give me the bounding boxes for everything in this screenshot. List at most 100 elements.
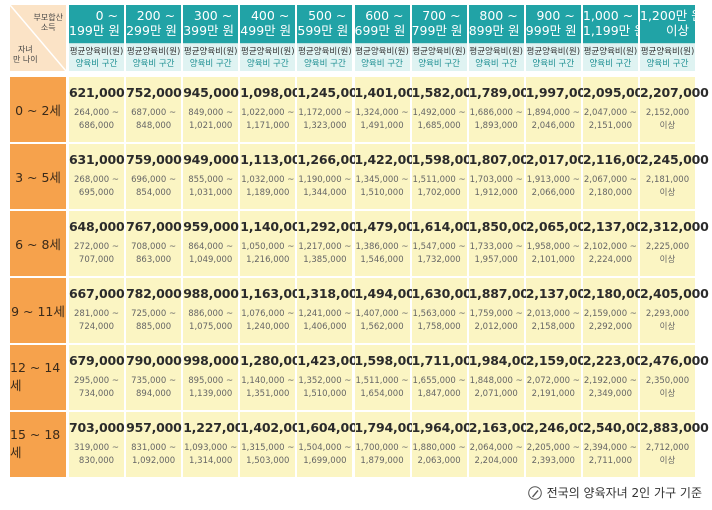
table-cell: 1,479,000 1,386,000 ~ 1,546,000 [354,211,423,276]
average-cost-value: 1,245,000 [297,85,366,100]
table-cell: 1,711,000 1,655,000 ~ 1,847,000 [411,345,480,410]
average-cost-label: 평균양육비(원) [183,47,238,57]
range-label: 양육비 구간 [589,59,632,69]
column-subheader-4: 평균양육비(원) 양육비 구간 [297,43,353,71]
table-cell: 648,000 272,000 ~ 707,000 [69,211,125,276]
table-cell: 679,000 295,000 ~ 734,000 [69,345,125,410]
table-cell: 1,227,000 1,093,000 ~ 1,314,000 [183,412,252,477]
table-cell: 1,807,000 1,703,000 ~ 1,912,000 [468,144,538,209]
footer-note-text: 전국의 양육자녀 2인 가구 기준 [546,486,702,500]
table-cell: 1,794,000 1,700,000 ~ 1,879,000 [354,412,424,477]
average-cost-value: 2,540,000 [582,420,652,435]
cost-range-value: 2,047,000 ~ 2,151,000 [583,108,637,131]
range-label: 양육비 구간 [75,59,118,69]
average-cost-value: 2,116,000 [582,152,652,167]
table-cell: 752,000 687,000 ~ 848,000 [126,77,182,142]
table-cell: 2,116,000 2,067,000 ~ 2,180,000 [582,144,652,209]
range-label: 양육비 구간 [189,59,232,69]
range-label: 양육비 구간 [132,59,175,69]
table-cell: 2,180,000 2,159,000 ~ 2,292,000 [582,278,652,343]
cost-range-value: 1,733,000 ~ 1,957,000 [469,242,523,265]
table-cell: 1,422,000 1,345,000 ~ 1,510,000 [354,144,424,209]
cost-range-value: 319,000 ~ 830,000 [74,443,119,466]
range-label: 양육비 구간 [361,59,403,69]
average-cost-value: 679,000 [69,353,125,368]
table-cell: 1,098,000 1,022,000 ~ 1,171,000 [240,77,309,142]
table-cell: 998,000 895,000 ~ 1,139,000 [183,345,239,410]
average-cost-value: 2,246,000 [525,420,595,435]
table-cell: 2,883,000 2,712,000 이상 [640,412,709,477]
average-cost-value: 1,113,000 [240,152,309,167]
average-cost-value: 1,140,000 [240,219,309,234]
range-label: 양육비 구간 [532,59,575,69]
cost-range-value: 849,000 ~ 1,021,000 [188,108,234,131]
table-cell: 1,245,000 1,172,000 ~ 1,323,000 [297,77,366,142]
column-header-10: 1,200만 원 이상 [640,5,703,43]
cost-range-value: 1,172,000 ~ 1,323,000 [298,108,352,131]
average-cost-value: 1,789,000 [468,85,538,100]
cost-range-value: 1,315,000 ~ 1,503,000 [241,443,295,466]
cost-range-value: 1,913,000 ~ 2,066,000 [526,175,580,198]
row-header-2: 6 ~ 8세 [10,211,66,276]
table-cell: 2,137,000 2,102,000 ~ 2,224,000 [582,211,652,276]
average-cost-label: 평균양육비(원) [583,47,638,57]
table-cell: 1,494,000 1,407,000 ~ 1,562,000 [354,278,423,343]
table-cell: 1,423,000 1,352,000 ~ 1,510,000 [297,345,366,410]
range-label: 양육비 구간 [303,59,346,69]
table-cell: 1,113,000 1,032,000 ~ 1,189,000 [240,144,309,209]
table-cell: 703,000 319,000 ~ 830,000 [69,412,125,477]
cost-range-value: 1,686,000 ~ 1,893,000 [469,108,523,131]
average-cost-value: 988,000 [183,286,239,301]
average-cost-value: 782,000 [126,286,182,301]
average-cost-value: 1,850,000 [468,219,538,234]
average-cost-value: 1,582,000 [411,85,481,100]
table-cell: 767,000 708,000 ~ 863,000 [126,211,182,276]
average-cost-value: 1,098,000 [240,85,309,100]
column-header-9: 1,000 ~ 1,199만 원 [582,5,646,43]
column-subheader-8: 평균양육비(원) 양육비 구간 [525,43,581,71]
average-cost-value: 1,422,000 [354,152,424,167]
cost-range-value: 1,894,000 ~ 2,046,000 [526,108,580,131]
table-cell: 2,540,000 2,394,000 ~ 2,711,000 [582,412,652,477]
average-cost-value: 1,423,000 [297,353,366,368]
average-cost-value: 1,401,000 [354,85,424,100]
average-cost-value: 648,000 [69,219,125,234]
range-label: 양육비 구간 [475,59,518,69]
cost-range-value: 2,067,000 ~ 2,180,000 [583,175,637,198]
cost-range-value: 1,700,000 ~ 1,879,000 [355,443,409,466]
table-cell: 2,312,000 2,225,000 이상 [640,211,709,276]
table-cell: 759,000 696,000 ~ 854,000 [126,144,182,209]
average-cost-value: 945,000 [183,85,239,100]
average-cost-value: 1,794,000 [354,420,424,435]
table-cell: 1,997,000 1,894,000 ~ 2,046,000 [525,77,595,142]
column-subheader-5: 평균양육비(원) 양육비 구간 [354,43,410,71]
average-cost-value: 1,887,000 [468,286,538,301]
column-header-1: 200 ~ 299만 원 [126,5,182,43]
average-cost-value: 1,807,000 [468,152,538,167]
average-cost-value: 1,598,000 [411,152,481,167]
column-subheader-7: 평균양육비(원) 양육비 구간 [468,43,524,71]
table-cell: 1,280,000 1,140,000 ~ 1,351,000 [240,345,309,410]
column-subheader-2: 평균양육비(원) 양육비 구간 [183,43,239,71]
table-cell: 1,402,000 1,315,000 ~ 1,503,000 [240,412,309,477]
cost-range-value: 1,759,000 ~ 2,012,000 [469,309,523,332]
table-cell: 988,000 886,000 ~ 1,075,000 [183,278,239,343]
table-cell: 1,984,000 1,848,000 ~ 2,071,000 [468,345,537,410]
cost-range-value: 268,000 ~ 695,000 [74,175,119,198]
corner-income-label: 부모합산 소득 [33,13,63,32]
column-subheader-0: 평균양육비(원) 양육비 구간 [69,43,124,71]
pen-icon [527,485,542,500]
cost-range-value: 886,000 ~ 1,075,000 [188,309,234,332]
cost-range-value: 831,000 ~ 1,092,000 [131,443,177,466]
average-cost-value: 959,000 [183,219,239,234]
cost-range-value: 1,324,000 ~ 1,491,000 [355,108,409,131]
table-cell: 2,017,000 1,913,000 ~ 2,066,000 [525,144,595,209]
table-cell: 1,887,000 1,759,000 ~ 2,012,000 [468,278,538,343]
table-cell: 2,159,000 2,072,000 ~ 2,191,000 [525,345,595,410]
average-cost-value: 759,000 [126,152,182,167]
table-cell: 667,000 281,000 ~ 724,000 [69,278,125,343]
column-header-5: 600 ~ 699만 원 [354,5,410,43]
cost-range-value: 1,547,000 ~ 1,732,000 [412,242,466,265]
average-cost-label: 평균양육비(원) [355,47,409,57]
cost-range-value: 1,345,000 ~ 1,510,000 [355,175,409,198]
